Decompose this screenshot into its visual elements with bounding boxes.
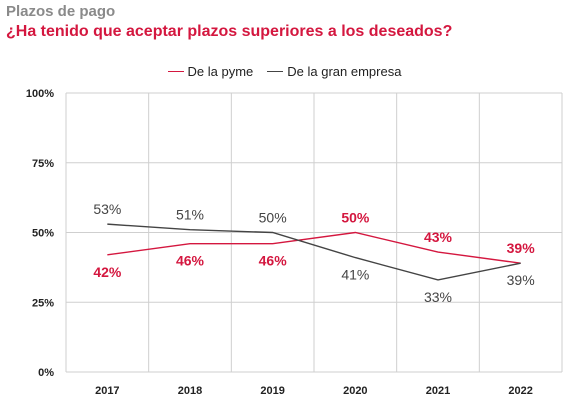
y-tick-label: 50%	[32, 228, 54, 240]
y-tick-label: 0%	[38, 367, 54, 379]
data-label: 46%	[176, 253, 205, 269]
y-tick-label: 75%	[32, 158, 54, 170]
data-label: 41%	[341, 267, 369, 283]
data-label: 53%	[93, 201, 121, 217]
legend-swatch-pyme	[167, 70, 184, 73]
legend-label-gran-empresa: De la gran empresa	[287, 64, 402, 79]
data-label: 51%	[176, 207, 204, 223]
data-label: 33%	[424, 289, 452, 305]
chart-subtitle: ¿Ha tenido que aceptar plazos superiores…	[6, 23, 453, 40]
data-label: 39%	[507, 272, 535, 288]
data-label: 46%	[259, 253, 288, 269]
data-label: 39%	[507, 240, 536, 256]
legend-label-pyme: De la pyme	[187, 64, 254, 79]
legend: De la pyme De la gran empresa	[0, 64, 569, 79]
chart-title: Plazos de pago	[6, 3, 116, 20]
series-line-1	[107, 223, 521, 281]
y-tick-label: 25%	[32, 297, 54, 309]
x-tick-label: 2022	[508, 385, 532, 397]
legend-swatch-gran-empresa	[267, 70, 284, 73]
data-label: 43%	[424, 229, 453, 245]
x-tick-label: 2018	[178, 385, 202, 397]
data-label: 42%	[93, 264, 122, 280]
data-label: 50%	[259, 210, 287, 226]
y-tick-label: 100%	[26, 88, 54, 100]
legend-item-gran-empresa: De la gran empresa	[267, 64, 401, 79]
x-tick-label: 2017	[95, 385, 119, 397]
x-tick-label: 2021	[426, 385, 450, 397]
x-tick-label: 2019	[260, 385, 284, 397]
data-label: 50%	[341, 210, 370, 226]
x-tick-label: 2020	[343, 385, 367, 397]
legend-item-pyme: De la pyme	[167, 64, 254, 79]
series-line-0	[107, 231, 521, 264]
